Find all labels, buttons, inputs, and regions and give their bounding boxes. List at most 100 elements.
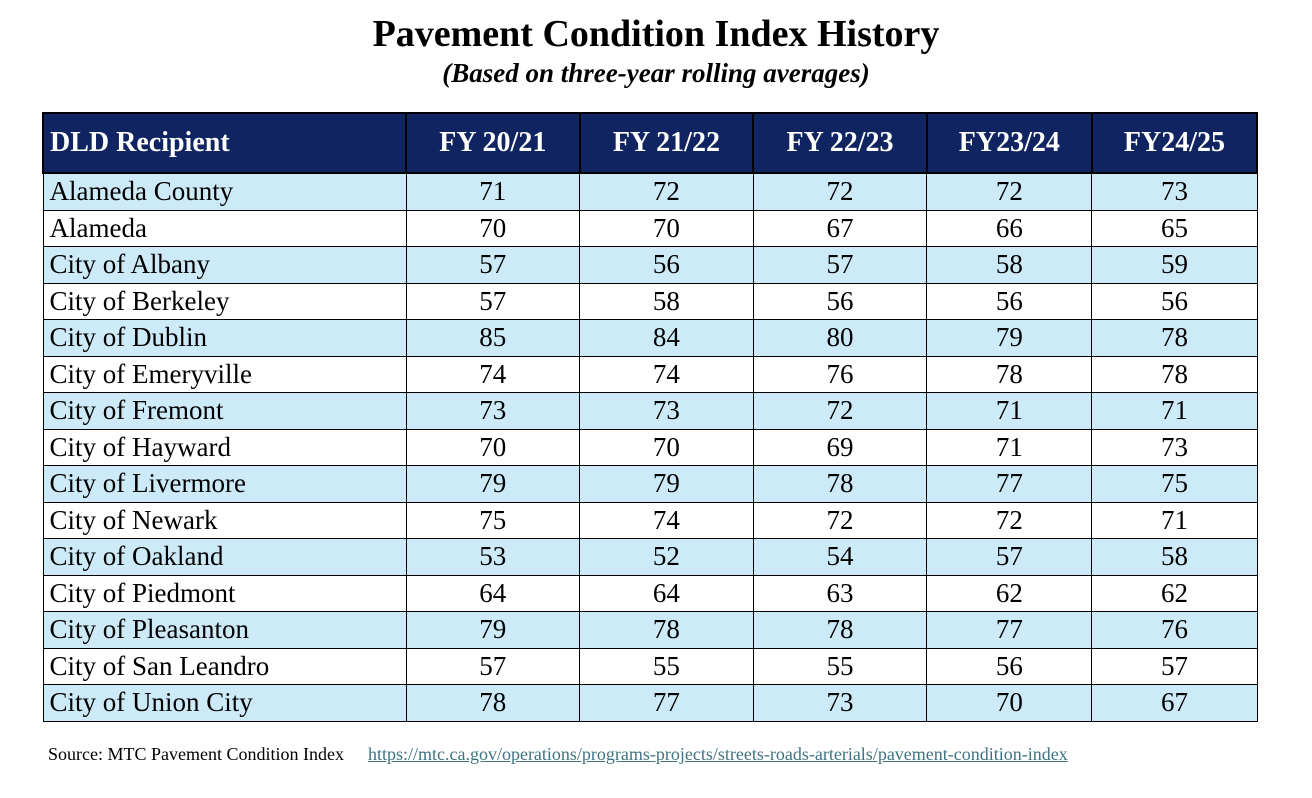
pci-cell: 57 xyxy=(405,647,581,685)
pci-cell: 78 xyxy=(579,611,754,649)
pci-cell: 80 xyxy=(752,319,928,357)
pci-cell: 67 xyxy=(1091,684,1258,722)
recipient-cell: Alameda County xyxy=(42,172,407,211)
pci-cell: 58 xyxy=(579,282,754,320)
recipient-cell: City of San Leandro xyxy=(42,647,407,685)
pci-cell: 78 xyxy=(1091,319,1258,357)
pci-cell: 84 xyxy=(579,319,754,357)
table-row: City of Livermore 79 79 78 77 75 xyxy=(42,465,1258,503)
pci-cell: 85 xyxy=(405,319,581,357)
pci-cell: 64 xyxy=(405,574,581,612)
pci-cell: 67 xyxy=(752,209,928,247)
pci-cell: 78 xyxy=(405,684,581,722)
pci-cell: 72 xyxy=(926,172,1093,211)
pci-cell: 70 xyxy=(579,428,754,466)
pci-cell: 75 xyxy=(1091,465,1258,503)
column-header: DLD Recipient xyxy=(42,112,407,174)
pci-cell: 56 xyxy=(1091,282,1258,320)
pci-cell: 75 xyxy=(405,501,581,539)
pci-cell: 77 xyxy=(926,465,1093,503)
pci-cell: 56 xyxy=(926,647,1093,685)
pci-cell: 71 xyxy=(926,392,1093,430)
table-row: City of Piedmont 64 64 63 62 62 xyxy=(42,574,1258,612)
source: Source: MTC Pavement Condition Index xyxy=(48,744,344,764)
table-row: City of Newark 75 74 72 72 71 xyxy=(42,501,1258,539)
table-row: City of Emeryville 74 74 76 78 78 xyxy=(42,355,1258,393)
pci-cell: 58 xyxy=(1091,538,1258,576)
pci-cell: 73 xyxy=(579,392,754,430)
pci-table: DLD Recipient FY 20/21 FY 21/22 FY 22/23 FY2… xyxy=(42,112,1259,722)
pci-cell: 74 xyxy=(579,501,754,539)
table-row: City of San Leandro 57 55 55 56 57 xyxy=(42,647,1258,685)
pci-cell: 73 xyxy=(1091,172,1258,211)
column-header: FY 22/23 xyxy=(752,112,928,174)
pci-cell: 72 xyxy=(752,172,928,211)
title: Pavement Condition Index History xyxy=(372,13,940,55)
pci-cell: 78 xyxy=(752,611,928,649)
pci-cell: 78 xyxy=(752,465,928,503)
pci-cell: 72 xyxy=(926,501,1093,539)
pci-cell: 72 xyxy=(752,392,928,430)
pci-cell: 71 xyxy=(1091,392,1258,430)
table-row: City of Hayward 70 70 69 71 73 xyxy=(42,428,1258,466)
pci-cell: 52 xyxy=(579,538,754,576)
pci-cell: 77 xyxy=(579,684,754,722)
pci-cell: 57 xyxy=(752,246,928,284)
pci-cell: 74 xyxy=(579,355,754,393)
pci-cell: 73 xyxy=(752,684,928,722)
pci-cell: 79 xyxy=(405,611,581,649)
pci-cell: 66 xyxy=(926,209,1093,247)
column-header: FY24/25 xyxy=(1090,112,1259,174)
pci-cell: 56 xyxy=(579,246,754,284)
recipient-cell: City of Newark xyxy=(42,501,407,539)
pci-cell: 62 xyxy=(926,574,1093,612)
recipient-cell: City of Berkeley xyxy=(42,282,407,320)
recipient-cell: City of Livermore xyxy=(42,465,407,503)
recipient-cell: City of Fremont xyxy=(42,392,407,430)
recipient-cell: City of Dublin xyxy=(42,319,407,357)
pci-cell: 71 xyxy=(405,172,581,211)
pci-cell: 57 xyxy=(926,538,1093,576)
pci-cell: 65 xyxy=(1091,209,1258,247)
column-header: FY 21/22 xyxy=(578,112,755,174)
pci-cell: 73 xyxy=(405,392,581,430)
pci-cell: 71 xyxy=(1091,501,1258,539)
pci-cell: 53 xyxy=(405,538,581,576)
recipient-cell: City of Pleasanton xyxy=(42,611,407,649)
pci-cell: 58 xyxy=(926,246,1093,284)
pci-cell: 69 xyxy=(752,428,928,466)
pci-cell: 78 xyxy=(926,355,1093,393)
source-link[interactable]: https://mtc.ca.gov/operations/programs-p… xyxy=(367,744,1068,764)
column-header: FY 20/21 xyxy=(405,112,581,174)
pci-cell: 55 xyxy=(752,647,928,685)
pci-cell: 64 xyxy=(579,574,754,612)
header-row: DLD Recipient FY 20/21 FY 21/22 FY 22/23 FY2… xyxy=(42,112,1259,174)
pci-cell: 56 xyxy=(752,282,928,320)
pci-cell: 79 xyxy=(926,319,1093,357)
table-row: Alameda County 71 72 72 72 73 xyxy=(42,172,1258,211)
pci-cell: 59 xyxy=(1091,246,1258,284)
pci-cell: 57 xyxy=(405,246,581,284)
recipient-cell: City of Union City xyxy=(42,684,407,722)
table-row: Alameda 70 70 67 66 65 xyxy=(42,209,1258,247)
pci-cell: 79 xyxy=(579,465,754,503)
pci-cell: 78 xyxy=(1091,355,1258,393)
table-row: City of Berkeley 57 58 56 56 56 xyxy=(42,282,1258,320)
pci-cell: 57 xyxy=(405,282,581,320)
pci-cell: 72 xyxy=(579,172,754,211)
pci-cell: 70 xyxy=(405,428,581,466)
pci-cell: 76 xyxy=(1091,611,1258,649)
subtitle: (Based on three-year rolling averages) xyxy=(442,58,870,88)
recipient-cell: City of Emeryville xyxy=(42,355,407,393)
recipient-cell: Alameda xyxy=(42,209,407,247)
pci-cell: 73 xyxy=(1091,428,1258,466)
recipient-cell: City of Albany xyxy=(42,246,407,284)
table-row: City of Dublin 85 84 80 79 78 xyxy=(42,319,1258,357)
pci-cell: 57 xyxy=(1091,647,1258,685)
table-row: City of Albany 57 56 57 58 59 xyxy=(42,246,1258,284)
pci-cell: 56 xyxy=(926,282,1093,320)
pci-cell: 62 xyxy=(1091,574,1258,612)
table-row: City of Fremont 73 73 72 71 71 xyxy=(42,392,1258,430)
recipient-cell: City of Hayward xyxy=(42,428,407,466)
